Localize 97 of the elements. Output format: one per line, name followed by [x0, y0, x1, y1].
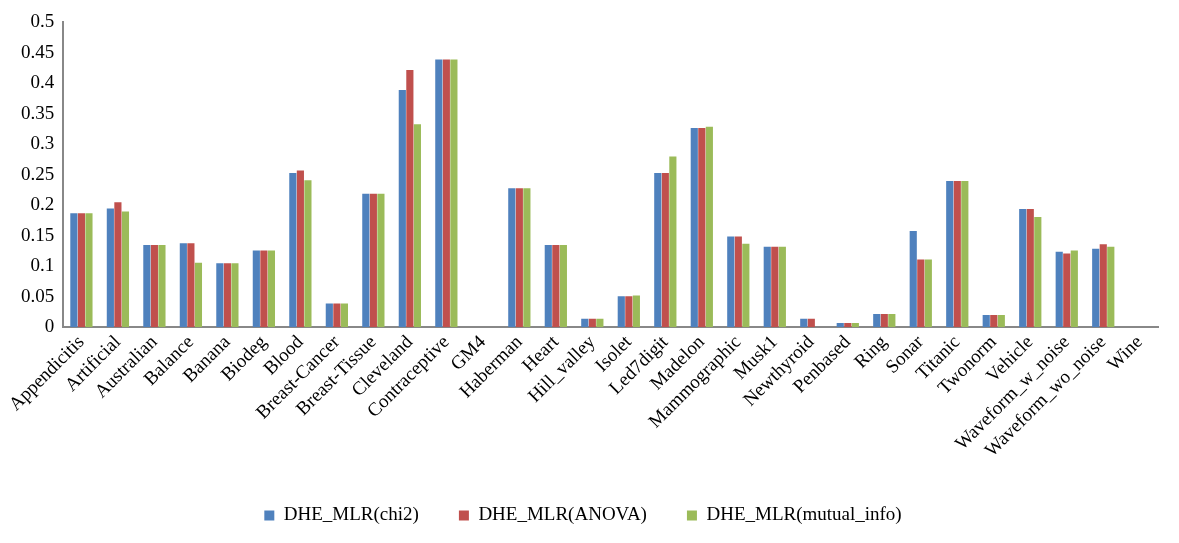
bar	[289, 173, 297, 328]
bar	[340, 303, 348, 328]
bar	[333, 303, 341, 328]
y-tick-label: 0.3	[30, 132, 55, 154]
bar	[997, 315, 1005, 328]
bar	[807, 318, 815, 328]
bar	[85, 213, 93, 328]
bar	[369, 193, 377, 328]
y-tick-label: 0.2	[30, 193, 55, 215]
bar	[982, 315, 990, 328]
bar	[1019, 209, 1027, 328]
bar	[1070, 250, 1078, 328]
bar	[1026, 209, 1034, 328]
bar	[296, 170, 304, 328]
bar	[450, 59, 458, 328]
bar	[763, 246, 771, 328]
bar	[990, 315, 998, 328]
y-tick-label: 0.1	[30, 254, 55, 276]
bar	[252, 250, 260, 328]
bar	[150, 244, 158, 328]
bar	[398, 90, 406, 328]
bar	[800, 318, 808, 328]
bar	[523, 188, 531, 328]
bar	[1092, 248, 1100, 328]
legend-label: DHE_MLR(mutual_info)	[706, 503, 902, 526]
bar	[654, 173, 662, 328]
bar	[552, 244, 560, 328]
y-tick-label: 0.15	[20, 223, 55, 245]
bar	[734, 236, 742, 328]
bar	[179, 243, 187, 328]
bar	[742, 243, 750, 328]
bar	[406, 69, 414, 328]
bar	[544, 244, 552, 328]
bar	[880, 313, 888, 328]
bar	[435, 59, 443, 328]
legend-label: DHE_MLR(chi2)	[283, 503, 419, 526]
bar	[77, 213, 85, 328]
bar	[158, 244, 166, 328]
bar	[304, 180, 312, 328]
bar	[1099, 244, 1107, 328]
bar	[705, 126, 713, 328]
y-tick-label: 0.5	[30, 10, 55, 32]
bar	[844, 323, 852, 328]
bar	[187, 243, 195, 328]
bar	[953, 180, 961, 328]
y-tick-label: 0.35	[20, 101, 55, 123]
bar	[617, 296, 625, 328]
bar	[873, 313, 881, 328]
bar	[442, 59, 450, 328]
bar	[581, 318, 589, 328]
bar	[698, 127, 706, 328]
bar	[690, 127, 698, 328]
bar	[661, 173, 669, 328]
bar	[625, 296, 633, 328]
bar	[596, 318, 604, 328]
bar	[413, 124, 421, 328]
y-tick-label: 0.25	[20, 162, 55, 184]
legend-label: DHE_MLR(ANOVA)	[478, 503, 647, 526]
bar	[669, 156, 677, 328]
bar	[508, 188, 516, 328]
bar	[836, 323, 844, 328]
bar	[917, 259, 925, 328]
bar	[106, 208, 114, 328]
bar	[121, 211, 130, 328]
y-tick-label: 0	[44, 315, 55, 337]
bar	[216, 263, 224, 328]
bar	[727, 236, 735, 328]
bar	[559, 244, 567, 328]
bar	[231, 263, 239, 328]
bar	[325, 303, 333, 328]
bar	[377, 193, 385, 328]
bar	[1107, 246, 1115, 328]
bar	[632, 295, 640, 328]
bar	[771, 246, 779, 328]
bar	[194, 262, 203, 328]
bar	[946, 180, 954, 328]
bar	[267, 250, 276, 328]
y-tick-label: 0.45	[20, 40, 55, 62]
bar	[362, 193, 370, 328]
bar	[588, 318, 596, 328]
bar	[1034, 216, 1042, 328]
bar	[260, 250, 268, 328]
y-tick-label: 0.4	[30, 71, 55, 93]
bar	[114, 202, 122, 328]
bar	[909, 230, 917, 328]
bar	[961, 180, 969, 328]
bar	[223, 263, 231, 328]
y-tick-label: 0.05	[20, 284, 55, 306]
bar	[924, 259, 932, 328]
bar	[70, 213, 78, 328]
bar	[143, 244, 151, 328]
bar	[778, 246, 786, 328]
bar	[851, 323, 859, 328]
bar	[888, 313, 896, 328]
bar	[1063, 253, 1071, 328]
bar	[1055, 251, 1063, 328]
bar	[515, 188, 523, 328]
